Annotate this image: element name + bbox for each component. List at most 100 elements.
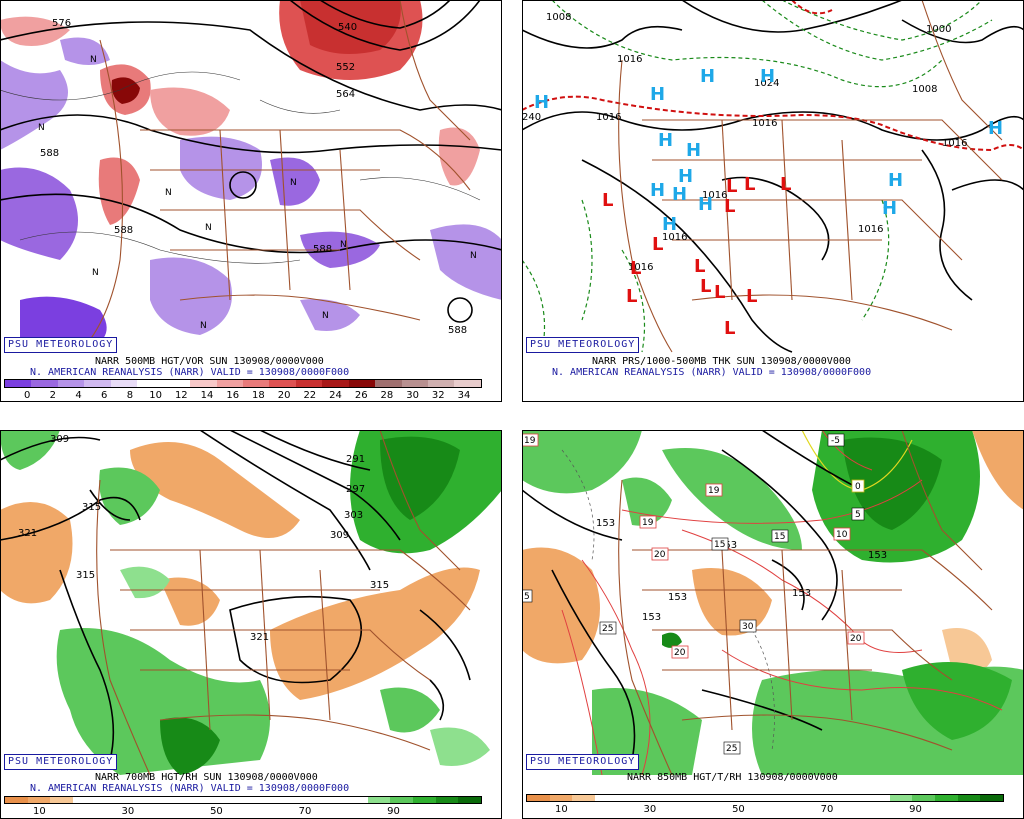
scale-tick-label: 24 xyxy=(329,390,342,401)
scale-swatch xyxy=(428,380,455,387)
color-scale-ticks: 10 30 50 70 90 xyxy=(526,804,1004,816)
scale-swatch xyxy=(322,797,346,803)
neg-vort-area xyxy=(150,257,232,335)
svg-text:153: 153 xyxy=(596,518,615,529)
color-scale-bar xyxy=(4,379,482,388)
svg-text:L: L xyxy=(630,258,641,279)
svg-text:297: 297 xyxy=(346,484,365,495)
state-borders xyxy=(618,0,1003,353)
scale-swatch xyxy=(980,795,1004,801)
scale-swatch xyxy=(731,795,754,801)
svg-text:H: H xyxy=(678,166,693,187)
svg-text:H: H xyxy=(700,66,715,87)
svg-text:H: H xyxy=(686,140,701,161)
scale-swatch xyxy=(216,380,243,387)
color-scale-bar xyxy=(526,794,1004,802)
panel-frame xyxy=(522,430,1024,819)
scale-swatch xyxy=(572,795,596,801)
scale-swatch xyxy=(73,797,96,803)
dry-area xyxy=(270,567,480,700)
svg-text:588: 588 xyxy=(40,148,59,159)
svg-text:303: 303 xyxy=(344,510,363,521)
moist-area xyxy=(592,688,702,775)
temp-label-box: 20 xyxy=(671,645,689,659)
svg-text:1016: 1016 xyxy=(628,262,653,273)
scale-swatch xyxy=(912,795,936,801)
scale-tick-label: 2 xyxy=(49,390,56,401)
color-scale-ticks: 10 30 50 70 90 xyxy=(4,806,482,818)
high-pressure-markers: H H H H H H H H H H H H H H xyxy=(534,66,1003,235)
svg-text:588: 588 xyxy=(114,225,133,236)
svg-text:0: 0 xyxy=(855,482,861,492)
scale-swatch xyxy=(935,795,958,801)
temperature-contours xyxy=(561,430,1003,775)
svg-text:19: 19 xyxy=(708,486,720,496)
svg-text:321: 321 xyxy=(18,528,37,539)
scale-swatch xyxy=(753,795,777,801)
scale-swatch xyxy=(458,797,482,803)
svg-text:15: 15 xyxy=(774,532,785,542)
rh850-map: 153 153 153 153 153 153 -5 0 5 10 15 15 … xyxy=(522,430,1024,775)
temp-label-box: 15 xyxy=(771,529,789,543)
svg-text:N: N xyxy=(290,178,297,188)
scale-swatch xyxy=(242,380,270,387)
moist-area xyxy=(902,662,1012,740)
temperature-labels: -5 0 5 10 15 15 19 19 19 20 20 20 25 25 … xyxy=(522,433,865,755)
scale-tick-label: 18 xyxy=(252,390,265,401)
height-contours xyxy=(0,430,471,761)
rh700-map: 309 291 297 303 309 315 321 315 321 315 xyxy=(0,430,502,775)
temp-label-box: 25 xyxy=(723,741,741,755)
svg-text:L: L xyxy=(652,234,663,255)
svg-text:L: L xyxy=(724,196,735,217)
temp-label-box: 20 xyxy=(651,547,669,561)
svg-text:L: L xyxy=(746,286,757,307)
pressure-map: 1008 1016 1016 1016 1008 1000 1016 1016 … xyxy=(522,0,1024,353)
scale-swatch xyxy=(375,380,402,387)
scale-swatch xyxy=(549,795,573,801)
scale-swatch xyxy=(118,797,142,803)
svg-text:20: 20 xyxy=(654,550,666,560)
panel-frame xyxy=(522,0,1024,402)
scale-swatch xyxy=(527,795,550,801)
pos-vort-area xyxy=(438,127,480,186)
psu-meteorology-badge: PSU METEOROLOGY xyxy=(4,754,118,770)
svg-text:L: L xyxy=(744,174,755,195)
temp-label-box: 5 xyxy=(851,507,865,521)
scale-tick-label: 30 xyxy=(406,390,419,401)
svg-text:H: H xyxy=(760,66,775,87)
moist-area xyxy=(842,437,942,530)
dashed-contours xyxy=(561,449,775,751)
scale-swatch xyxy=(254,797,278,803)
temp-label-box: 20 xyxy=(847,631,865,645)
svg-text:1024: 1024 xyxy=(754,78,779,89)
svg-text:25: 25 xyxy=(726,744,737,754)
svg-text:1016: 1016 xyxy=(596,112,621,123)
svg-text:N: N xyxy=(165,188,172,198)
moist-area xyxy=(160,717,220,775)
svg-text:25: 25 xyxy=(602,624,613,634)
scale-tick-label: 28 xyxy=(380,390,394,401)
svg-text:N: N xyxy=(470,251,477,261)
scale-tick-label: 50 xyxy=(732,804,745,815)
panel-caption-product: NARR 700MB HGT/RH SUN 130908/0000V000 xyxy=(95,772,318,783)
dry-area xyxy=(0,502,73,604)
scale-swatch xyxy=(401,380,428,387)
scale-swatch xyxy=(141,797,164,803)
svg-text:H: H xyxy=(888,170,903,191)
svg-text:L: L xyxy=(780,174,791,195)
scale-swatch xyxy=(821,795,845,801)
moist-area xyxy=(430,727,490,766)
scale-tick-label: 10 xyxy=(33,806,46,817)
svg-text:153: 153 xyxy=(642,612,661,623)
svg-text:15: 15 xyxy=(714,540,725,550)
scale-tick-label: 50 xyxy=(210,806,223,817)
scale-swatch xyxy=(776,795,800,801)
state-borders xyxy=(96,430,471,775)
thickness-540-line xyxy=(522,0,1024,152)
scale-swatch xyxy=(50,797,74,803)
svg-text:N: N xyxy=(200,321,207,331)
temp-label-box: 15 xyxy=(711,537,729,551)
temp-label-box: 25 xyxy=(599,621,617,635)
svg-text:30: 30 xyxy=(742,622,754,632)
scale-swatch xyxy=(367,797,391,803)
